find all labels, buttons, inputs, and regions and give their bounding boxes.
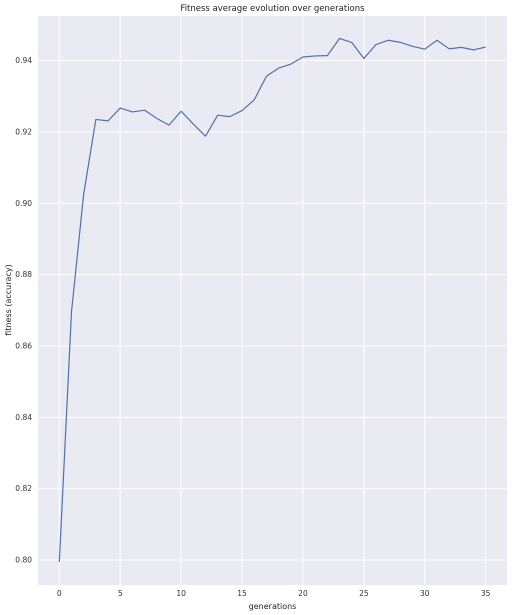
- y-tick-label: 0.92: [15, 127, 32, 136]
- fitness-series-line: [58, 37, 486, 562]
- y-tick-label: 0.80: [15, 556, 32, 565]
- x-tick-label: 25: [359, 589, 369, 598]
- x-tick-label: 35: [481, 589, 491, 598]
- y-tick-label: 0.94: [15, 56, 32, 65]
- y-tick-label: 0.82: [15, 484, 32, 493]
- y-tick-label: 0.88: [15, 270, 32, 279]
- y-axis-label: fitness (accuracy): [4, 264, 13, 335]
- y-tick-label: 0.86: [15, 341, 32, 350]
- x-tick-label: 15: [237, 589, 247, 598]
- tick-labels: 0 5 10 15 20 25 30 35 0.80 0.82 0.84 0.86 0.88 0.90 0.…: [15, 56, 490, 598]
- grid-lines: [38, 16, 507, 585]
- x-tick-label: 10: [176, 589, 186, 598]
- x-tick-label: 20: [298, 589, 308, 598]
- x-tick-label: 30: [420, 589, 430, 598]
- x-axis-label: generations: [249, 602, 297, 611]
- y-tick-label: 0.84: [15, 413, 32, 422]
- x-tick-label: 0: [57, 589, 62, 598]
- x-tick-label: 5: [118, 589, 123, 598]
- y-tick-label: 0.90: [15, 199, 32, 208]
- chart-title: Fitness average evolution over generatio…: [180, 4, 365, 14]
- plot-background: [38, 16, 507, 585]
